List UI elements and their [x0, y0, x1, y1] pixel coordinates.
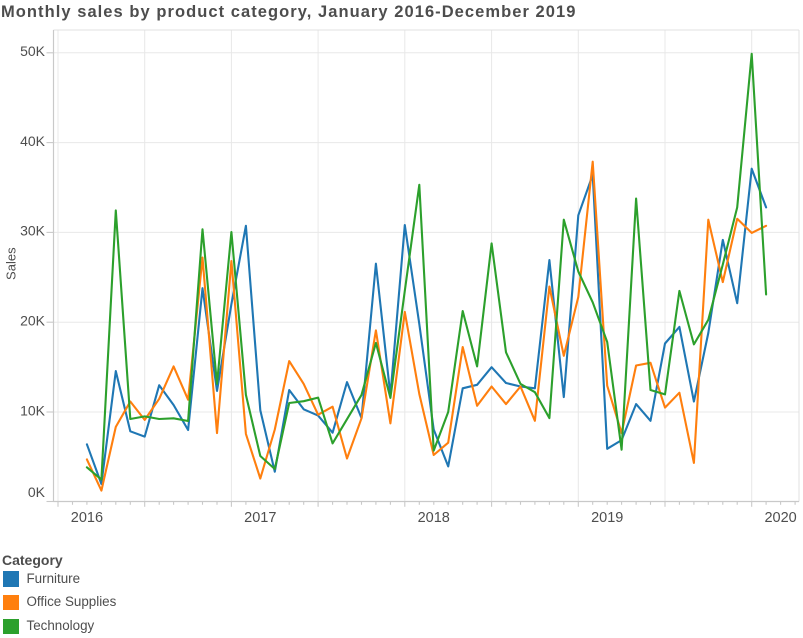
svg-text:2017: 2017 [244, 510, 276, 526]
svg-text:2016: 2016 [71, 510, 103, 526]
svg-text:10K: 10K [20, 402, 46, 418]
svg-text:0K: 0K [28, 484, 46, 500]
svg-text:2018: 2018 [418, 510, 450, 526]
svg-text:40K: 40K [20, 133, 46, 149]
svg-text:2019: 2019 [591, 510, 623, 526]
svg-text:Sales: Sales [4, 247, 19, 280]
svg-text:2020: 2020 [764, 510, 796, 526]
svg-text:50K: 50K [20, 43, 46, 59]
svg-text:30K: 30K [20, 223, 46, 239]
svg-text:20K: 20K [20, 313, 46, 329]
